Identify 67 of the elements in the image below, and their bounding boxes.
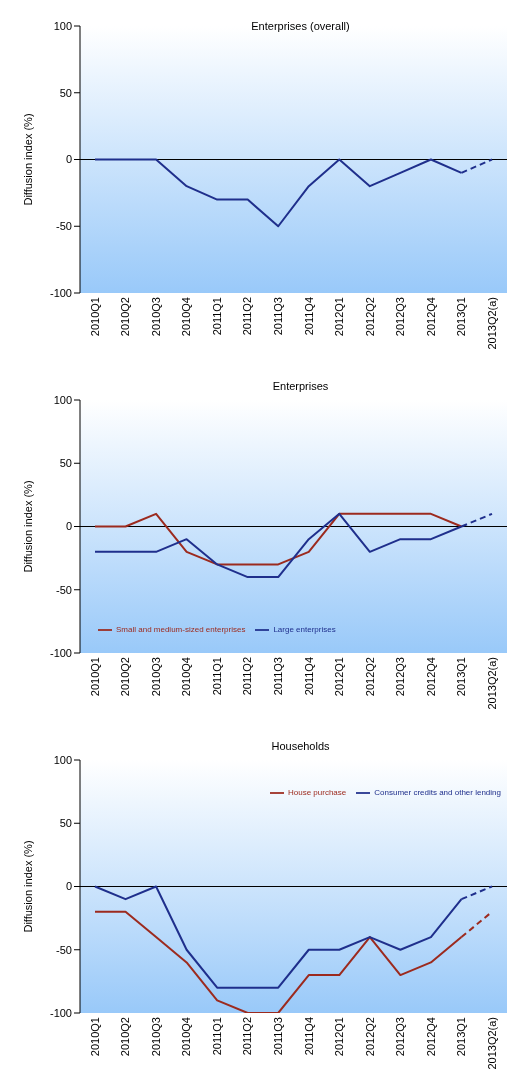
y-tick-label: 0 <box>65 880 72 893</box>
x-tick-label: 2010Q1 <box>88 297 101 337</box>
x-tick-label: 2012Q2 <box>363 1017 376 1057</box>
x-tick-label: 2010Q2 <box>119 657 132 697</box>
x-tick-label: 2012Q3 <box>394 297 407 337</box>
y-axis-title: Diffusion index (%) <box>21 480 34 573</box>
x-tick-label: 2010Q3 <box>149 1017 162 1057</box>
y-axis-title: Diffusion index (%) <box>21 840 34 933</box>
y-tick-label: -50 <box>56 220 72 233</box>
x-tick-label: 2013Q1 <box>455 1017 468 1057</box>
y-tick-label: 0 <box>65 520 72 533</box>
x-tick-label: 2012Q3 <box>394 1017 407 1057</box>
chart-title: Enterprises <box>271 380 330 392</box>
legend-label: Consumer credits and other lending <box>374 788 501 798</box>
y-tick-label: -100 <box>49 286 72 299</box>
x-tick-label: 2012Q1 <box>333 297 346 337</box>
chart-title: Enterprises (overall) <box>250 20 351 32</box>
legend-label: Large enterprises <box>273 625 336 635</box>
x-tick-label: 2013Q1 <box>455 297 468 337</box>
x-tick-label: 2011Q3 <box>272 1017 285 1056</box>
x-tick-label: 2012Q4 <box>424 297 437 337</box>
x-tick-label: 2010Q1 <box>88 657 101 697</box>
y-tick-label: -100 <box>49 646 72 659</box>
x-tick-label: 2012Q4 <box>424 657 437 697</box>
y-tick-label: 100 <box>53 393 72 406</box>
x-tick-label: 2013Q1 <box>455 657 468 697</box>
x-tick-label: 2012Q2 <box>363 297 376 337</box>
x-tick-label: 2011Q1 <box>210 297 223 336</box>
x-tick-label: 2011Q2 <box>241 297 254 336</box>
x-tick-label: 2010Q2 <box>119 297 132 337</box>
chart-title: Households <box>270 740 331 752</box>
y-tick-label: -50 <box>56 943 72 956</box>
legend-label: Small and medium-sized enterprises <box>116 625 246 635</box>
y-tick-label: 100 <box>53 19 72 32</box>
x-tick-label: 2010Q4 <box>180 297 193 337</box>
x-tick-label: 2011Q1 <box>210 657 223 696</box>
y-tick-label: -50 <box>56 583 72 596</box>
x-tick-label: 2012Q3 <box>394 657 407 697</box>
x-tick-label: 2010Q4 <box>180 657 193 697</box>
x-tick-label: 2011Q4 <box>302 1017 315 1056</box>
x-tick-label: 2012Q4 <box>424 1017 437 1057</box>
y-tick-label: 0 <box>65 153 72 166</box>
x-tick-label: 2010Q3 <box>149 657 162 697</box>
y-tick-label: 50 <box>59 457 72 470</box>
x-tick-label: 2011Q1 <box>210 1017 223 1056</box>
x-tick-label: 2011Q3 <box>272 297 285 336</box>
x-tick-label: 2011Q2 <box>241 657 254 696</box>
x-tick-label: 2011Q2 <box>241 1017 254 1056</box>
x-tick-label: 2011Q4 <box>302 657 315 696</box>
x-tick-label: 2010Q2 <box>119 1017 132 1057</box>
x-tick-label: 2010Q3 <box>149 297 162 337</box>
x-tick-label: 2013Q2(a) <box>485 297 498 350</box>
y-axis-title: Diffusion index (%) <box>21 113 34 206</box>
y-tick-label: 50 <box>59 817 72 830</box>
x-tick-label: 2012Q1 <box>333 1017 346 1057</box>
x-tick-label: 2011Q3 <box>272 657 285 696</box>
y-tick-label: -100 <box>49 1006 72 1019</box>
y-tick-label: 100 <box>53 753 72 766</box>
x-tick-label: 2010Q1 <box>88 1017 101 1057</box>
x-tick-label: 2012Q2 <box>363 657 376 697</box>
y-tick-label: 50 <box>59 86 72 99</box>
x-tick-label: 2010Q4 <box>180 1017 193 1057</box>
legend-label: House purchase <box>287 788 347 798</box>
x-tick-label: 2012Q1 <box>333 657 346 697</box>
x-tick-label: 2013Q2(a) <box>485 657 498 710</box>
x-tick-label: 2013Q2(a) <box>485 1017 498 1070</box>
x-tick-label: 2011Q4 <box>302 297 315 336</box>
